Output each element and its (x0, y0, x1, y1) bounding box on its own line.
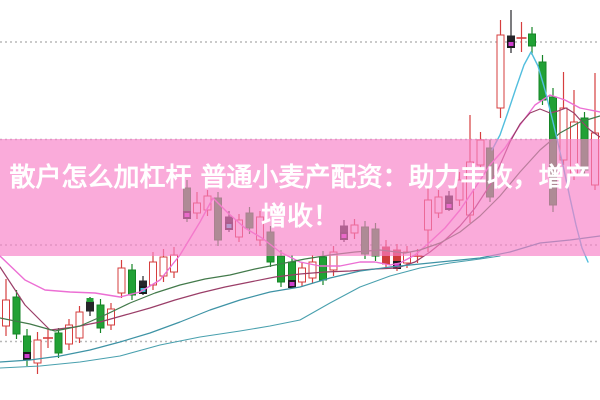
candle-body (528, 33, 536, 47)
candle-body (2, 299, 10, 327)
banner-title-line1: 散户怎么加杠杆 普通小麦产配资：助力丰收，增产 (9, 162, 591, 193)
signal-marker-dot (394, 263, 400, 267)
signal-marker-dot (24, 354, 30, 358)
candle-body (107, 308, 115, 326)
candle-body (496, 34, 505, 109)
candle-body (308, 261, 317, 279)
candle-body (54, 332, 63, 354)
candle-body (298, 267, 306, 283)
ma-teal-lower (0, 255, 501, 369)
ma-maroon (0, 107, 600, 331)
signal-marker-dot (289, 282, 295, 286)
signal-marker-green (86, 298, 94, 302)
banner-title-line2: 增收！ (260, 201, 339, 232)
candle-body (33, 339, 42, 364)
candle-body (277, 255, 285, 283)
title-banner: 散户怎么加杠杆 普通小麦产配资：助力丰收，增产 增收！ (0, 139, 600, 256)
candle-body (149, 261, 157, 286)
candle-body (117, 267, 126, 294)
candle-body (128, 269, 136, 296)
candle-body (86, 301, 94, 312)
candle-body (319, 256, 327, 281)
candle-body (65, 324, 73, 345)
candle-body (12, 296, 21, 335)
signal-marker-dot (508, 42, 514, 46)
